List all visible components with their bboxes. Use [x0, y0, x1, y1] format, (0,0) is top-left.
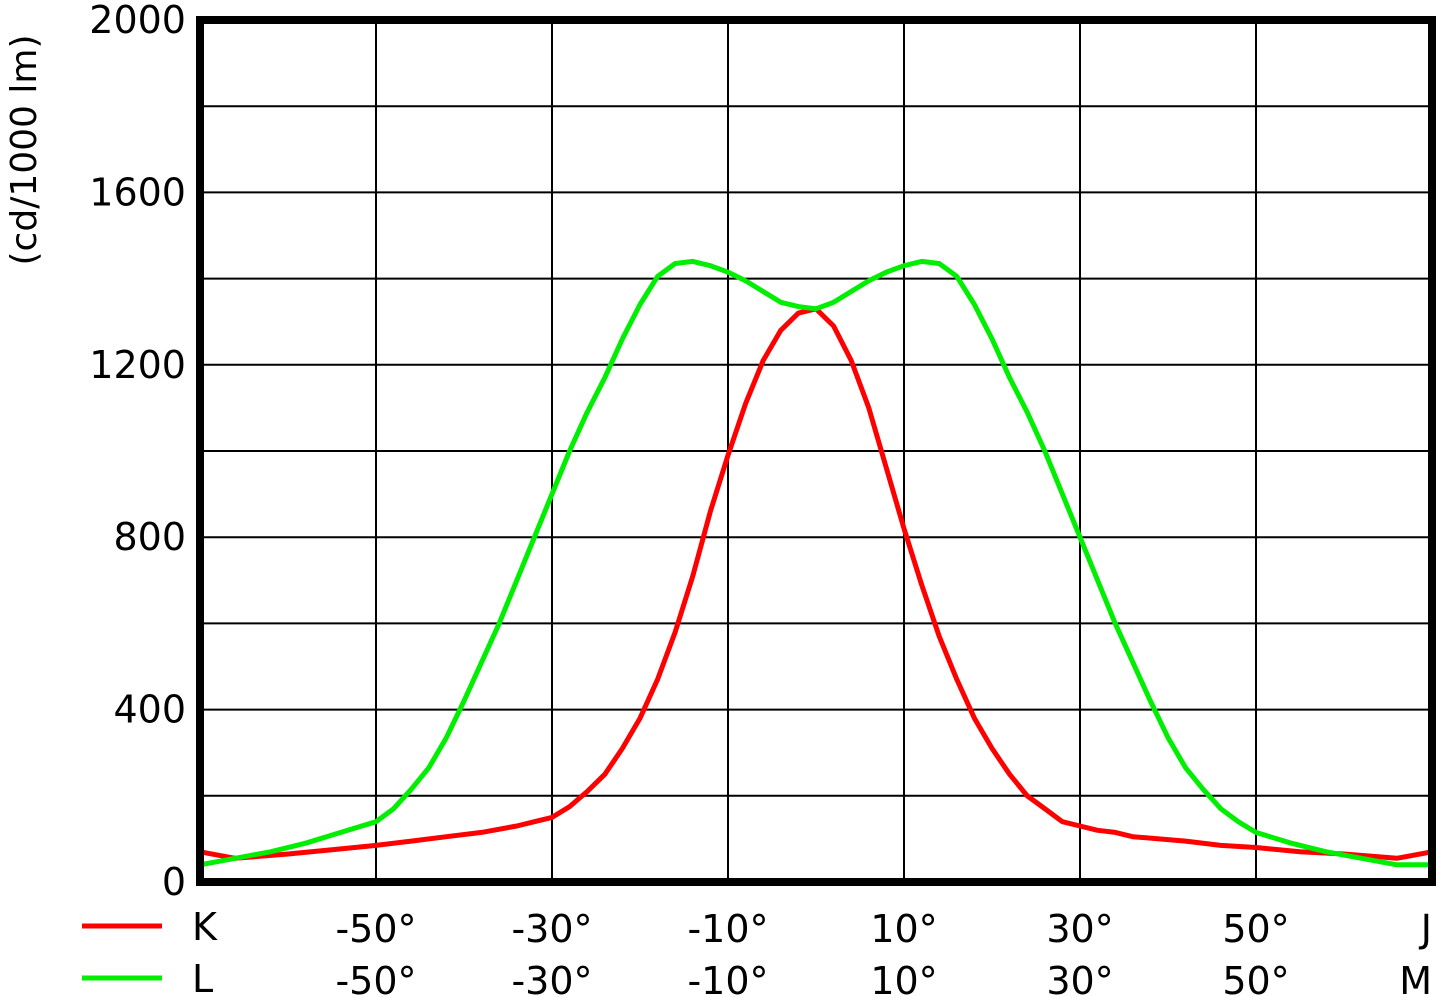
x-tick-label: -50°: [335, 959, 416, 1000]
x-tick-label: -10°: [687, 959, 768, 1000]
x-tick-label: -30°: [511, 959, 592, 1000]
x-axis-end-label: J: [1419, 907, 1432, 951]
x-tick-label: 50°: [1222, 907, 1289, 951]
x-axis-end-label: M: [1399, 959, 1432, 1000]
y-tick-label: 0: [162, 860, 186, 904]
x-tick-label: 10°: [870, 959, 937, 1000]
series-line-K: [197, 306, 1435, 861]
series-line-L: [197, 258, 1435, 868]
x-tick-label: -10°: [687, 907, 768, 951]
legend-label-L: L: [192, 957, 213, 1000]
x-tick-label: -50°: [335, 907, 416, 951]
x-tick-label: -30°: [511, 907, 592, 951]
y-axis-ticks: 0 400 800 1200 1600 2000: [89, 0, 186, 904]
series-lines: [197, 258, 1435, 868]
x-axis-ticks: -50° -30° -10° 10° 30° 50° J -50° -30° -10° 10° 30°…: [335, 907, 1432, 1000]
grid: [200, 20, 1432, 882]
x-tick-label: 30°: [1046, 907, 1113, 951]
y-tick-label: 1200: [89, 343, 186, 387]
x-tick-label: 10°: [870, 907, 937, 951]
y-tick-label: 1600: [89, 170, 186, 214]
y-axis-label: (cd/1000 lm): [4, 35, 45, 266]
plot-frame: [196, 16, 1436, 886]
y-tick-label: 400: [113, 688, 186, 732]
legend: KL: [82, 905, 218, 1000]
x-tick-label: 30°: [1046, 959, 1113, 1000]
x-tick-label: 50°: [1222, 959, 1289, 1000]
legend-label-K: K: [192, 905, 218, 949]
y-tick-label: 800: [113, 515, 186, 559]
y-tick-label: 2000: [89, 0, 186, 42]
